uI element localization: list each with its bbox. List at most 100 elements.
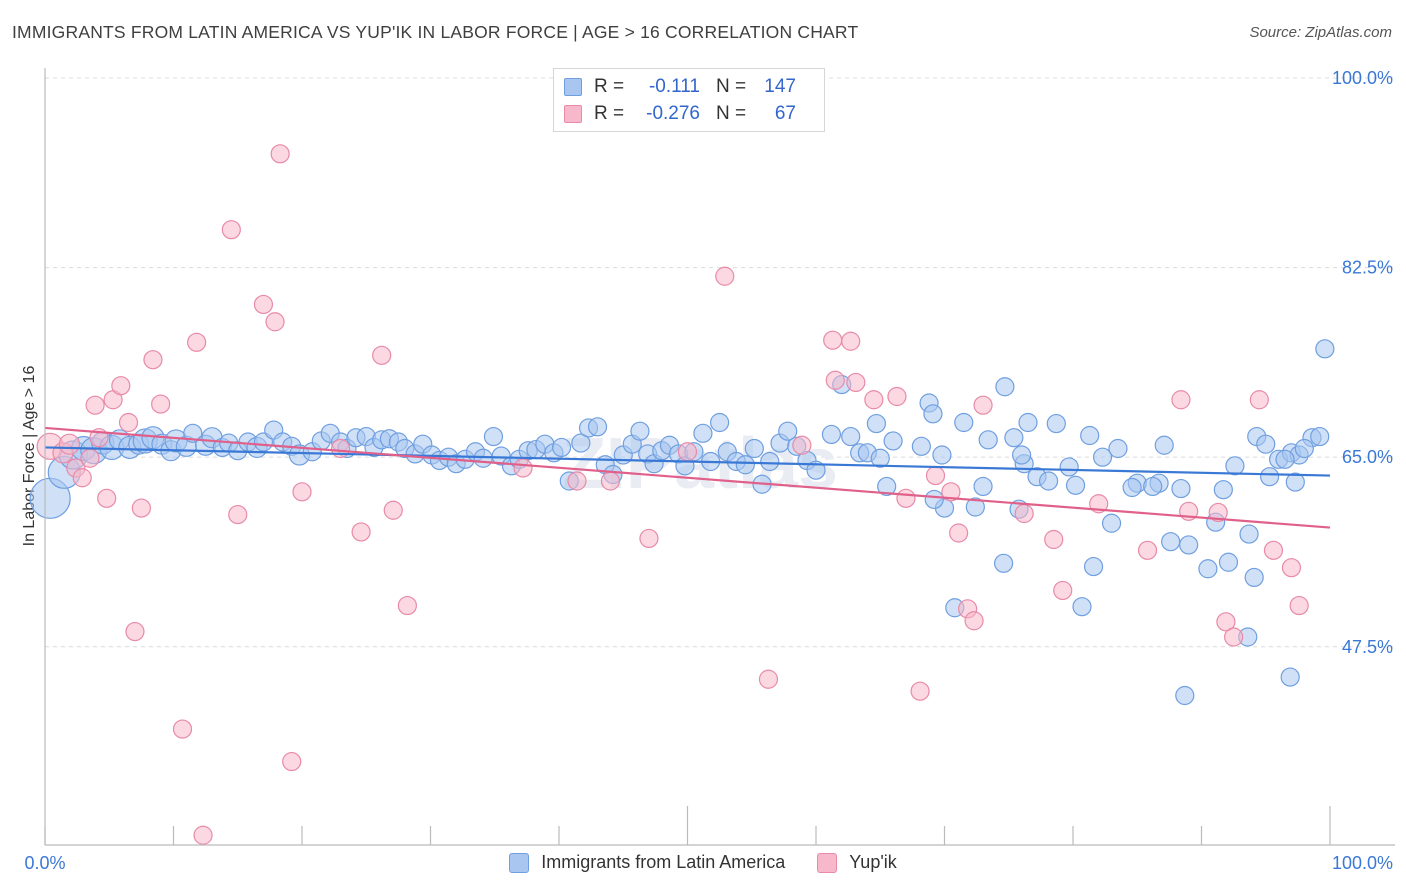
data-point — [1281, 558, 1302, 578]
data-point — [1044, 529, 1064, 550]
data-point — [397, 595, 417, 616]
data-point — [118, 412, 139, 433]
data-point — [1046, 413, 1066, 434]
data-point — [1154, 435, 1174, 455]
r-value: -0.276 — [646, 103, 700, 124]
legend-swatch-latin-america — [509, 852, 530, 873]
data-point — [877, 476, 897, 497]
stats-row-yupik: R = -0.276 N = 67 — [564, 102, 796, 126]
data-point — [1275, 449, 1295, 469]
data-point — [715, 266, 735, 286]
x-tick-label: 100.0% — [1332, 853, 1393, 873]
legend-label: Yup'ik — [849, 852, 897, 872]
data-point — [792, 435, 812, 455]
data-point — [1280, 667, 1300, 687]
r-label: R = — [594, 76, 625, 97]
data-point — [630, 421, 650, 441]
data-point — [1208, 502, 1228, 523]
data-point — [1179, 535, 1199, 555]
data-point — [1175, 685, 1195, 706]
data-point — [1083, 556, 1104, 577]
stats-swatch-latin-america — [564, 78, 582, 96]
data-point — [1053, 580, 1073, 601]
data-point — [1038, 471, 1059, 491]
data-point — [954, 412, 974, 433]
data-point — [1004, 428, 1024, 448]
data-point — [383, 500, 403, 520]
data-point — [1213, 480, 1233, 500]
data-point — [1059, 457, 1079, 477]
n-label: N = — [716, 103, 747, 124]
data-point — [587, 417, 608, 437]
data-point — [372, 345, 392, 365]
data-point — [172, 719, 193, 739]
data-point — [910, 681, 930, 701]
y-tick-label: 65.0% — [1342, 447, 1393, 467]
data-point — [744, 438, 764, 459]
r-label: R = — [594, 103, 625, 124]
data-point — [292, 482, 312, 502]
data-point — [965, 497, 985, 517]
data-point — [131, 498, 151, 518]
data-point — [1065, 475, 1086, 495]
data-point — [941, 482, 961, 502]
data-point — [825, 370, 845, 390]
chart-legend: Immigrants from Latin America Yup'ik — [0, 852, 1406, 873]
data-point — [932, 445, 952, 465]
data-point — [1108, 438, 1128, 459]
data-point — [351, 522, 371, 542]
y-tick-label: 82.5% — [1342, 258, 1393, 278]
data-point — [978, 430, 998, 450]
data-point — [846, 372, 866, 393]
r-value: -0.111 — [648, 76, 700, 97]
data-point — [870, 448, 890, 468]
data-point — [896, 488, 916, 508]
trend-line-latin-america — [44, 446, 1331, 477]
data-point — [1285, 472, 1305, 492]
data-point — [1171, 390, 1191, 410]
data-point — [864, 390, 884, 410]
n-label: N = — [716, 76, 747, 97]
data-point — [1249, 390, 1269, 410]
data-point — [710, 412, 730, 433]
data-point — [270, 144, 290, 164]
data-point — [265, 312, 285, 332]
data-point — [151, 394, 171, 414]
trend-line-yupik — [44, 426, 1331, 529]
data-point — [994, 553, 1014, 573]
data-point — [973, 395, 993, 415]
data-point — [571, 433, 591, 453]
data-point — [639, 528, 659, 549]
data-point — [567, 471, 587, 491]
data-point — [1289, 595, 1309, 616]
data-point — [143, 350, 163, 370]
data-point — [964, 611, 984, 631]
data-point — [183, 423, 203, 443]
y-tick-label: 47.5% — [1342, 637, 1393, 657]
data-point — [735, 455, 755, 475]
data-point — [1239, 524, 1259, 544]
data-point — [282, 751, 302, 772]
data-point — [1263, 540, 1284, 560]
data-point — [995, 377, 1015, 397]
data-point — [1244, 567, 1264, 588]
data-point — [600, 471, 621, 491]
data-point — [1198, 559, 1218, 579]
data-point — [1161, 532, 1181, 552]
data-point — [228, 504, 248, 525]
data-point — [1072, 597, 1092, 617]
data-point — [483, 426, 504, 447]
data-point — [866, 413, 886, 434]
legend-item-yupik[interactable]: Yup'ik — [817, 852, 897, 873]
legend-label: Immigrants from Latin America — [541, 852, 786, 872]
data-point — [973, 476, 993, 497]
data-point — [887, 386, 907, 407]
data-point — [85, 395, 105, 415]
y-tick-label: 100.0% — [1332, 68, 1393, 88]
data-point — [1256, 434, 1276, 454]
data-point — [1225, 456, 1245, 476]
data-point — [1101, 513, 1122, 533]
data-point — [693, 423, 713, 443]
legend-item-latin-america[interactable]: Immigrants from Latin America — [509, 852, 785, 873]
